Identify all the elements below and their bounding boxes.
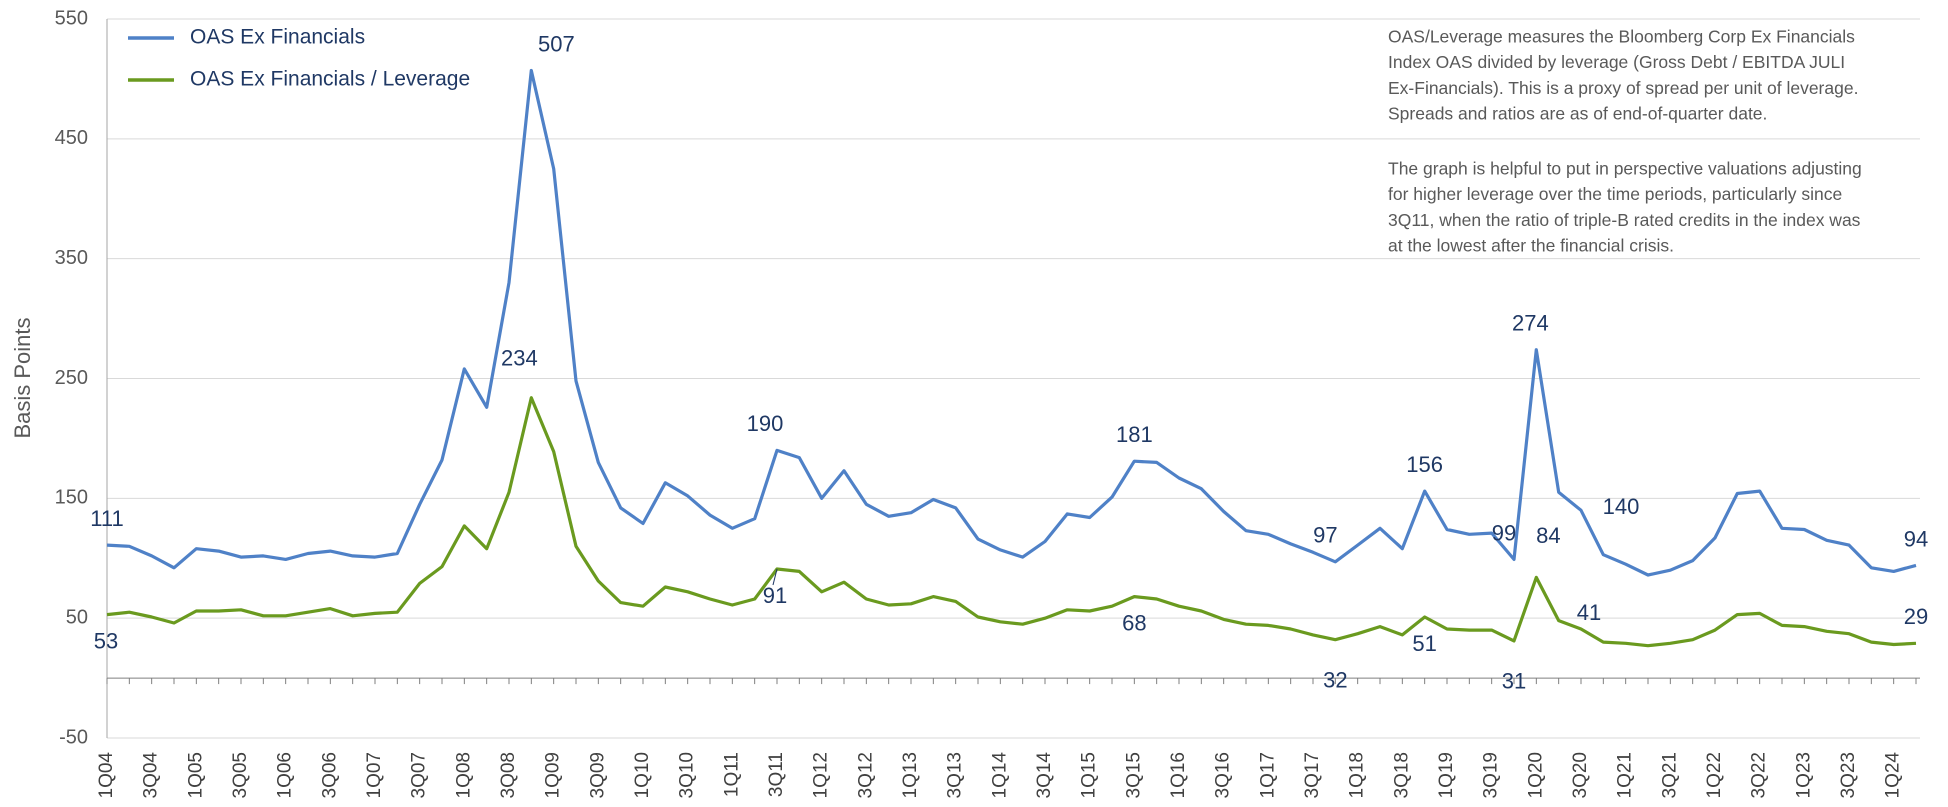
y-tick-label: 450 xyxy=(55,127,88,149)
x-tick-label: 1Q23 xyxy=(1793,752,1814,798)
x-tick-label: 3Q09 xyxy=(587,752,608,798)
x-tick-label: 1Q14 xyxy=(989,752,1010,799)
data-label: 234 xyxy=(501,345,538,370)
x-tick-label: 1Q04 xyxy=(96,752,117,799)
data-label: 51 xyxy=(1412,631,1436,656)
x-tick-label: 1Q20 xyxy=(1525,752,1546,798)
data-label: 91 xyxy=(763,583,787,608)
x-tick-label: 3Q12 xyxy=(855,752,876,798)
data-label: 97 xyxy=(1313,523,1337,548)
data-label: 29 xyxy=(1904,604,1928,629)
data-label: 31 xyxy=(1502,669,1526,694)
x-tick-label: 3Q19 xyxy=(1481,752,1502,798)
x-tick-label: 1Q11 xyxy=(721,752,742,797)
x-tick-label: 1Q18 xyxy=(1347,752,1368,798)
x-tick-label: 1Q05 xyxy=(185,752,206,798)
x-tick-label: 3Q07 xyxy=(409,752,430,798)
y-axis-label: Basis Points xyxy=(10,317,35,438)
x-tick-label: 1Q12 xyxy=(811,752,832,798)
annotation-text: at the lowest after the financial crisis… xyxy=(1388,235,1674,255)
data-label: 111 xyxy=(90,506,123,531)
x-tick-label: 3Q04 xyxy=(141,752,162,799)
x-tick-label: 3Q22 xyxy=(1749,752,1770,798)
legend-label: OAS Ex Financials xyxy=(190,26,365,49)
x-tick-label: 1Q21 xyxy=(1615,752,1636,798)
x-tick-label: 3Q08 xyxy=(498,752,519,798)
x-tick-label: 1Q09 xyxy=(543,752,564,798)
x-tick-label: 3Q18 xyxy=(1391,752,1412,798)
data-label: 32 xyxy=(1323,668,1347,693)
x-tick-label: 1Q16 xyxy=(1168,752,1189,798)
annotation-text: for higher leverage over the time period… xyxy=(1388,184,1842,204)
x-tick-label: 1Q24 xyxy=(1883,752,1904,799)
y-tick-label: -50 xyxy=(59,726,88,748)
data-label: 507 xyxy=(538,31,575,56)
x-tick-label: 3Q06 xyxy=(319,752,340,798)
x-tick-label: 3Q14 xyxy=(1034,752,1055,799)
x-tick-label: 3Q11 xyxy=(766,752,787,797)
x-tick-label: 3Q10 xyxy=(677,752,698,798)
x-tick-label: 1Q22 xyxy=(1704,752,1725,798)
data-label: 181 xyxy=(1116,422,1153,447)
x-tick-label: 1Q15 xyxy=(1079,752,1100,798)
x-tick-label: 1Q13 xyxy=(900,752,921,798)
y-tick-label: 550 xyxy=(55,7,88,29)
x-tick-label: 3Q15 xyxy=(1123,752,1144,798)
annotation-text: Index OAS divided by leverage (Gross Deb… xyxy=(1388,52,1845,72)
x-tick-label: 1Q10 xyxy=(632,752,653,798)
data-label: 68 xyxy=(1122,610,1146,635)
y-tick-label: 50 xyxy=(66,606,88,628)
series-line xyxy=(106,68,1917,577)
leader-line xyxy=(772,568,778,586)
x-tick-label: 1Q19 xyxy=(1436,752,1457,798)
annotation-text: The graph is helpful to put in perspecti… xyxy=(1388,159,1862,179)
data-label: 190 xyxy=(747,411,784,436)
annotation-text: Ex-Financials). This is a proxy of sprea… xyxy=(1388,78,1858,98)
x-tick-label: 1Q08 xyxy=(453,752,474,798)
y-tick-label: 250 xyxy=(55,367,88,389)
y-tick-label: 150 xyxy=(55,487,88,509)
data-label: 84 xyxy=(1536,523,1560,548)
data-label: 140 xyxy=(1603,494,1640,519)
x-tick-label: 3Q16 xyxy=(1213,752,1234,798)
x-tick-label: 3Q21 xyxy=(1659,752,1680,798)
x-tick-label: 1Q07 xyxy=(364,752,385,798)
data-label: 53 xyxy=(94,628,118,653)
series-line xyxy=(106,396,1917,648)
x-tick-label: 1Q06 xyxy=(275,752,296,798)
annotation-text: OAS/Leverage measures the Bloomberg Corp… xyxy=(1388,27,1855,47)
annotation-text: Spreads and ratios are as of end-of-quar… xyxy=(1388,103,1767,123)
x-tick-label: 3Q13 xyxy=(945,752,966,798)
data-label: 156 xyxy=(1406,452,1443,477)
x-tick-label: 3Q20 xyxy=(1570,752,1591,798)
data-label: 274 xyxy=(1512,311,1549,336)
data-label: 94 xyxy=(1904,526,1928,551)
x-tick-label: 3Q23 xyxy=(1838,752,1859,798)
annotation-text: 3Q11, when the ratio of triple-B rated c… xyxy=(1388,210,1861,230)
x-tick-label: 3Q05 xyxy=(230,752,251,798)
data-label: 99 xyxy=(1492,520,1516,545)
x-tick-label: 3Q17 xyxy=(1302,752,1323,798)
data-label: 41 xyxy=(1577,600,1601,625)
x-tick-label: 1Q17 xyxy=(1257,752,1278,798)
legend-label: OAS Ex Financials / Leverage xyxy=(190,68,470,91)
y-tick-label: 350 xyxy=(55,247,88,269)
